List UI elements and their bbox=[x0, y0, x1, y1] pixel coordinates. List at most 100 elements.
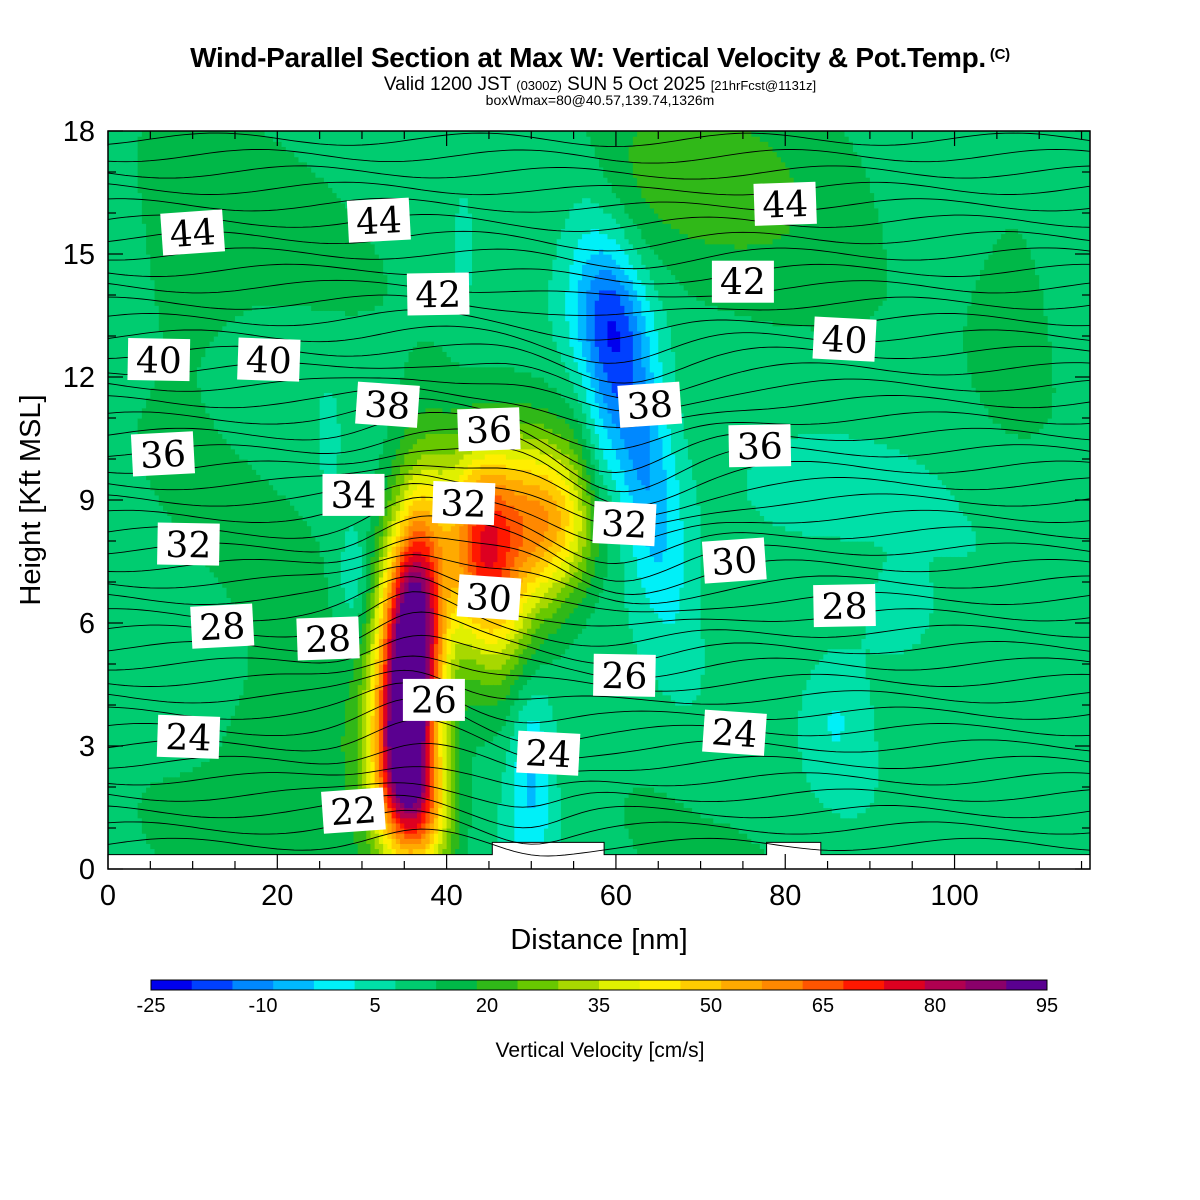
field-cell bbox=[535, 448, 541, 465]
field-cell bbox=[645, 300, 651, 337]
field-cell bbox=[234, 315, 240, 455]
field-cell bbox=[395, 623, 401, 798]
field-cell bbox=[941, 484, 947, 557]
field-cell bbox=[383, 515, 388, 537]
field-cell bbox=[421, 822, 427, 834]
field-cell bbox=[895, 653, 901, 869]
field-cell bbox=[416, 412, 422, 440]
field-cell bbox=[391, 658, 397, 783]
field-cell bbox=[383, 571, 388, 588]
field-cell bbox=[569, 612, 575, 645]
field-cell bbox=[387, 566, 393, 583]
field-cell bbox=[387, 822, 393, 834]
field-cell bbox=[577, 238, 583, 281]
field-cell bbox=[882, 551, 888, 563]
field-cell bbox=[391, 638, 397, 660]
field-cell bbox=[548, 602, 554, 619]
field-cell bbox=[776, 443, 782, 527]
field-cell bbox=[455, 448, 460, 465]
field-cell bbox=[222, 735, 228, 869]
field-cell bbox=[484, 474, 490, 486]
field-cell bbox=[268, 131, 274, 137]
theta-contour-line bbox=[108, 576, 1090, 627]
field-cell bbox=[577, 443, 583, 465]
contour-label: 34 bbox=[322, 473, 385, 517]
field-cell bbox=[759, 453, 765, 516]
field-cell bbox=[467, 679, 473, 706]
theta-contour-line bbox=[108, 411, 1090, 473]
field-cell bbox=[827, 330, 833, 434]
field-cell bbox=[425, 725, 431, 798]
field-cell bbox=[1060, 131, 1066, 869]
field-cell bbox=[527, 448, 532, 460]
field-cell bbox=[721, 822, 727, 869]
colorbar-swatch bbox=[313, 980, 356, 990]
theta-contour-line bbox=[108, 279, 1090, 298]
field-cell bbox=[522, 469, 528, 486]
field-cell bbox=[387, 848, 393, 860]
field-cell bbox=[497, 474, 503, 486]
field-cell bbox=[239, 612, 245, 696]
field-cell bbox=[628, 838, 634, 869]
field-cell bbox=[497, 617, 503, 629]
field-cell bbox=[213, 751, 219, 869]
contour-label-box bbox=[728, 424, 792, 468]
contour-label-text: 38 bbox=[626, 384, 675, 428]
field-cell bbox=[615, 330, 621, 352]
field-cell bbox=[869, 802, 875, 869]
field-cell bbox=[467, 628, 473, 645]
contour-label-box bbox=[402, 678, 465, 721]
field-cell bbox=[404, 812, 410, 819]
field-cell bbox=[840, 131, 846, 327]
field-cell bbox=[577, 341, 583, 373]
field-cell bbox=[666, 269, 672, 327]
field-cell bbox=[247, 464, 253, 869]
field-cell bbox=[416, 838, 422, 844]
field-cell bbox=[294, 305, 300, 511]
field-cell bbox=[632, 289, 638, 317]
theta-contour-line bbox=[108, 247, 1090, 270]
field-cell bbox=[361, 228, 367, 311]
field-cell bbox=[531, 694, 537, 721]
field-cell bbox=[662, 131, 668, 224]
field-cell bbox=[311, 172, 316, 311]
field-cell bbox=[421, 848, 427, 855]
field-cell bbox=[497, 510, 503, 578]
field-cell bbox=[531, 484, 537, 501]
field-cell bbox=[586, 233, 592, 260]
field-cell bbox=[772, 325, 778, 445]
field-cell bbox=[577, 484, 583, 511]
field-cell bbox=[488, 366, 494, 404]
field-cell bbox=[527, 597, 532, 614]
field-cell bbox=[594, 402, 600, 434]
field-cell bbox=[637, 228, 642, 255]
field-cell bbox=[433, 643, 439, 680]
field-cell bbox=[615, 197, 621, 224]
field-cell bbox=[569, 346, 575, 383]
theta-contour-line bbox=[108, 698, 1090, 745]
contour-label-box bbox=[406, 272, 470, 316]
field-cell bbox=[450, 658, 456, 686]
field-cell bbox=[552, 720, 558, 869]
field-cell bbox=[628, 541, 634, 629]
field-cell bbox=[213, 576, 219, 752]
field-cell bbox=[429, 607, 435, 645]
field-cell bbox=[929, 561, 934, 583]
field-cell bbox=[654, 679, 659, 793]
field-cell bbox=[438, 653, 443, 680]
field-cell bbox=[425, 822, 431, 834]
field-cell bbox=[480, 474, 486, 486]
field-cell bbox=[522, 438, 528, 450]
field-cell bbox=[340, 587, 346, 639]
field-cell bbox=[476, 679, 482, 706]
field-cell bbox=[556, 433, 562, 450]
field-cell bbox=[345, 638, 350, 701]
field-cell bbox=[548, 546, 554, 563]
field-cell bbox=[586, 197, 592, 235]
field-cell bbox=[797, 710, 803, 752]
field-cell bbox=[560, 587, 566, 604]
field-cell bbox=[505, 658, 511, 675]
field-cell bbox=[408, 843, 414, 855]
field-cell bbox=[319, 397, 325, 470]
field-cell bbox=[573, 361, 579, 393]
